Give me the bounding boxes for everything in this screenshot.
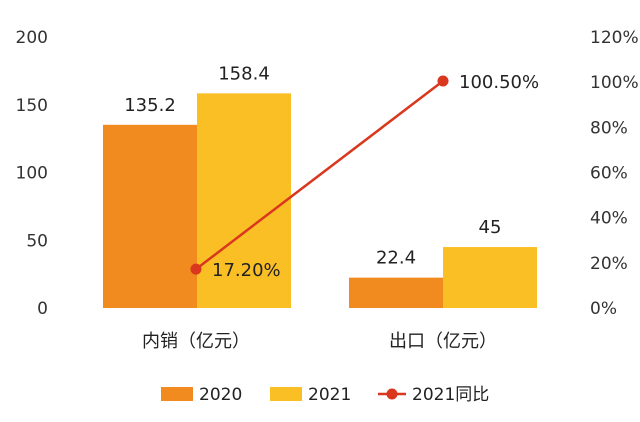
yoy-value-label: 17.20% — [212, 260, 281, 281]
left-tick-label: 50 — [26, 231, 48, 251]
bar-2020 — [103, 124, 197, 308]
bar-value-label: 135.2 — [124, 95, 176, 116]
left-tick-label: 200 — [16, 28, 48, 48]
yoy-value-label: 100.50% — [459, 72, 539, 93]
legend-swatch — [161, 387, 193, 401]
legend: 2020 2021 2021同比 — [161, 385, 489, 405]
category-label: 出口（亿元） — [389, 331, 497, 352]
right-tick-label: 100% — [590, 73, 639, 93]
data-labels: 135.2 22.4 158.4 45 17.20% 100.50% — [124, 63, 539, 281]
right-tick-label: 60% — [590, 164, 628, 184]
right-tick-label: 80% — [590, 118, 628, 138]
legend-label: 2020 — [199, 385, 242, 405]
category-label: 内销（亿元） — [142, 331, 250, 352]
yoy-line-path — [195, 80, 444, 271]
legend-label: 2021同比 — [412, 385, 489, 405]
right-tick-label: 0% — [590, 299, 617, 319]
yoy-line — [190, 75, 449, 275]
category-labels: 内销（亿元） 出口（亿元） — [142, 331, 497, 352]
bar-value-label: 158.4 — [218, 63, 270, 84]
legend-label: 2021 — [308, 385, 351, 405]
left-axis-ticks: 0 50 100 150 200 — [16, 28, 48, 319]
bar-value-label: 22.4 — [376, 248, 416, 269]
bar-2021 — [197, 93, 291, 308]
right-axis-ticks: 0% 20% 40% 60% 80% 100% 120% — [590, 28, 639, 319]
left-tick-label: 0 — [37, 299, 48, 319]
legend-marker — [386, 388, 398, 400]
left-tick-label: 150 — [16, 96, 48, 116]
right-tick-label: 20% — [590, 254, 628, 274]
bar-2020 — [349, 277, 443, 308]
legend-swatch — [270, 387, 302, 401]
right-tick-label: 120% — [590, 28, 639, 48]
yoy-point — [437, 75, 449, 87]
left-tick-label: 100 — [16, 164, 48, 184]
bar-value-label: 45 — [479, 217, 502, 238]
yoy-point — [190, 263, 202, 275]
bars — [103, 93, 537, 308]
bar-2021 — [443, 247, 537, 308]
right-tick-label: 40% — [590, 209, 628, 229]
